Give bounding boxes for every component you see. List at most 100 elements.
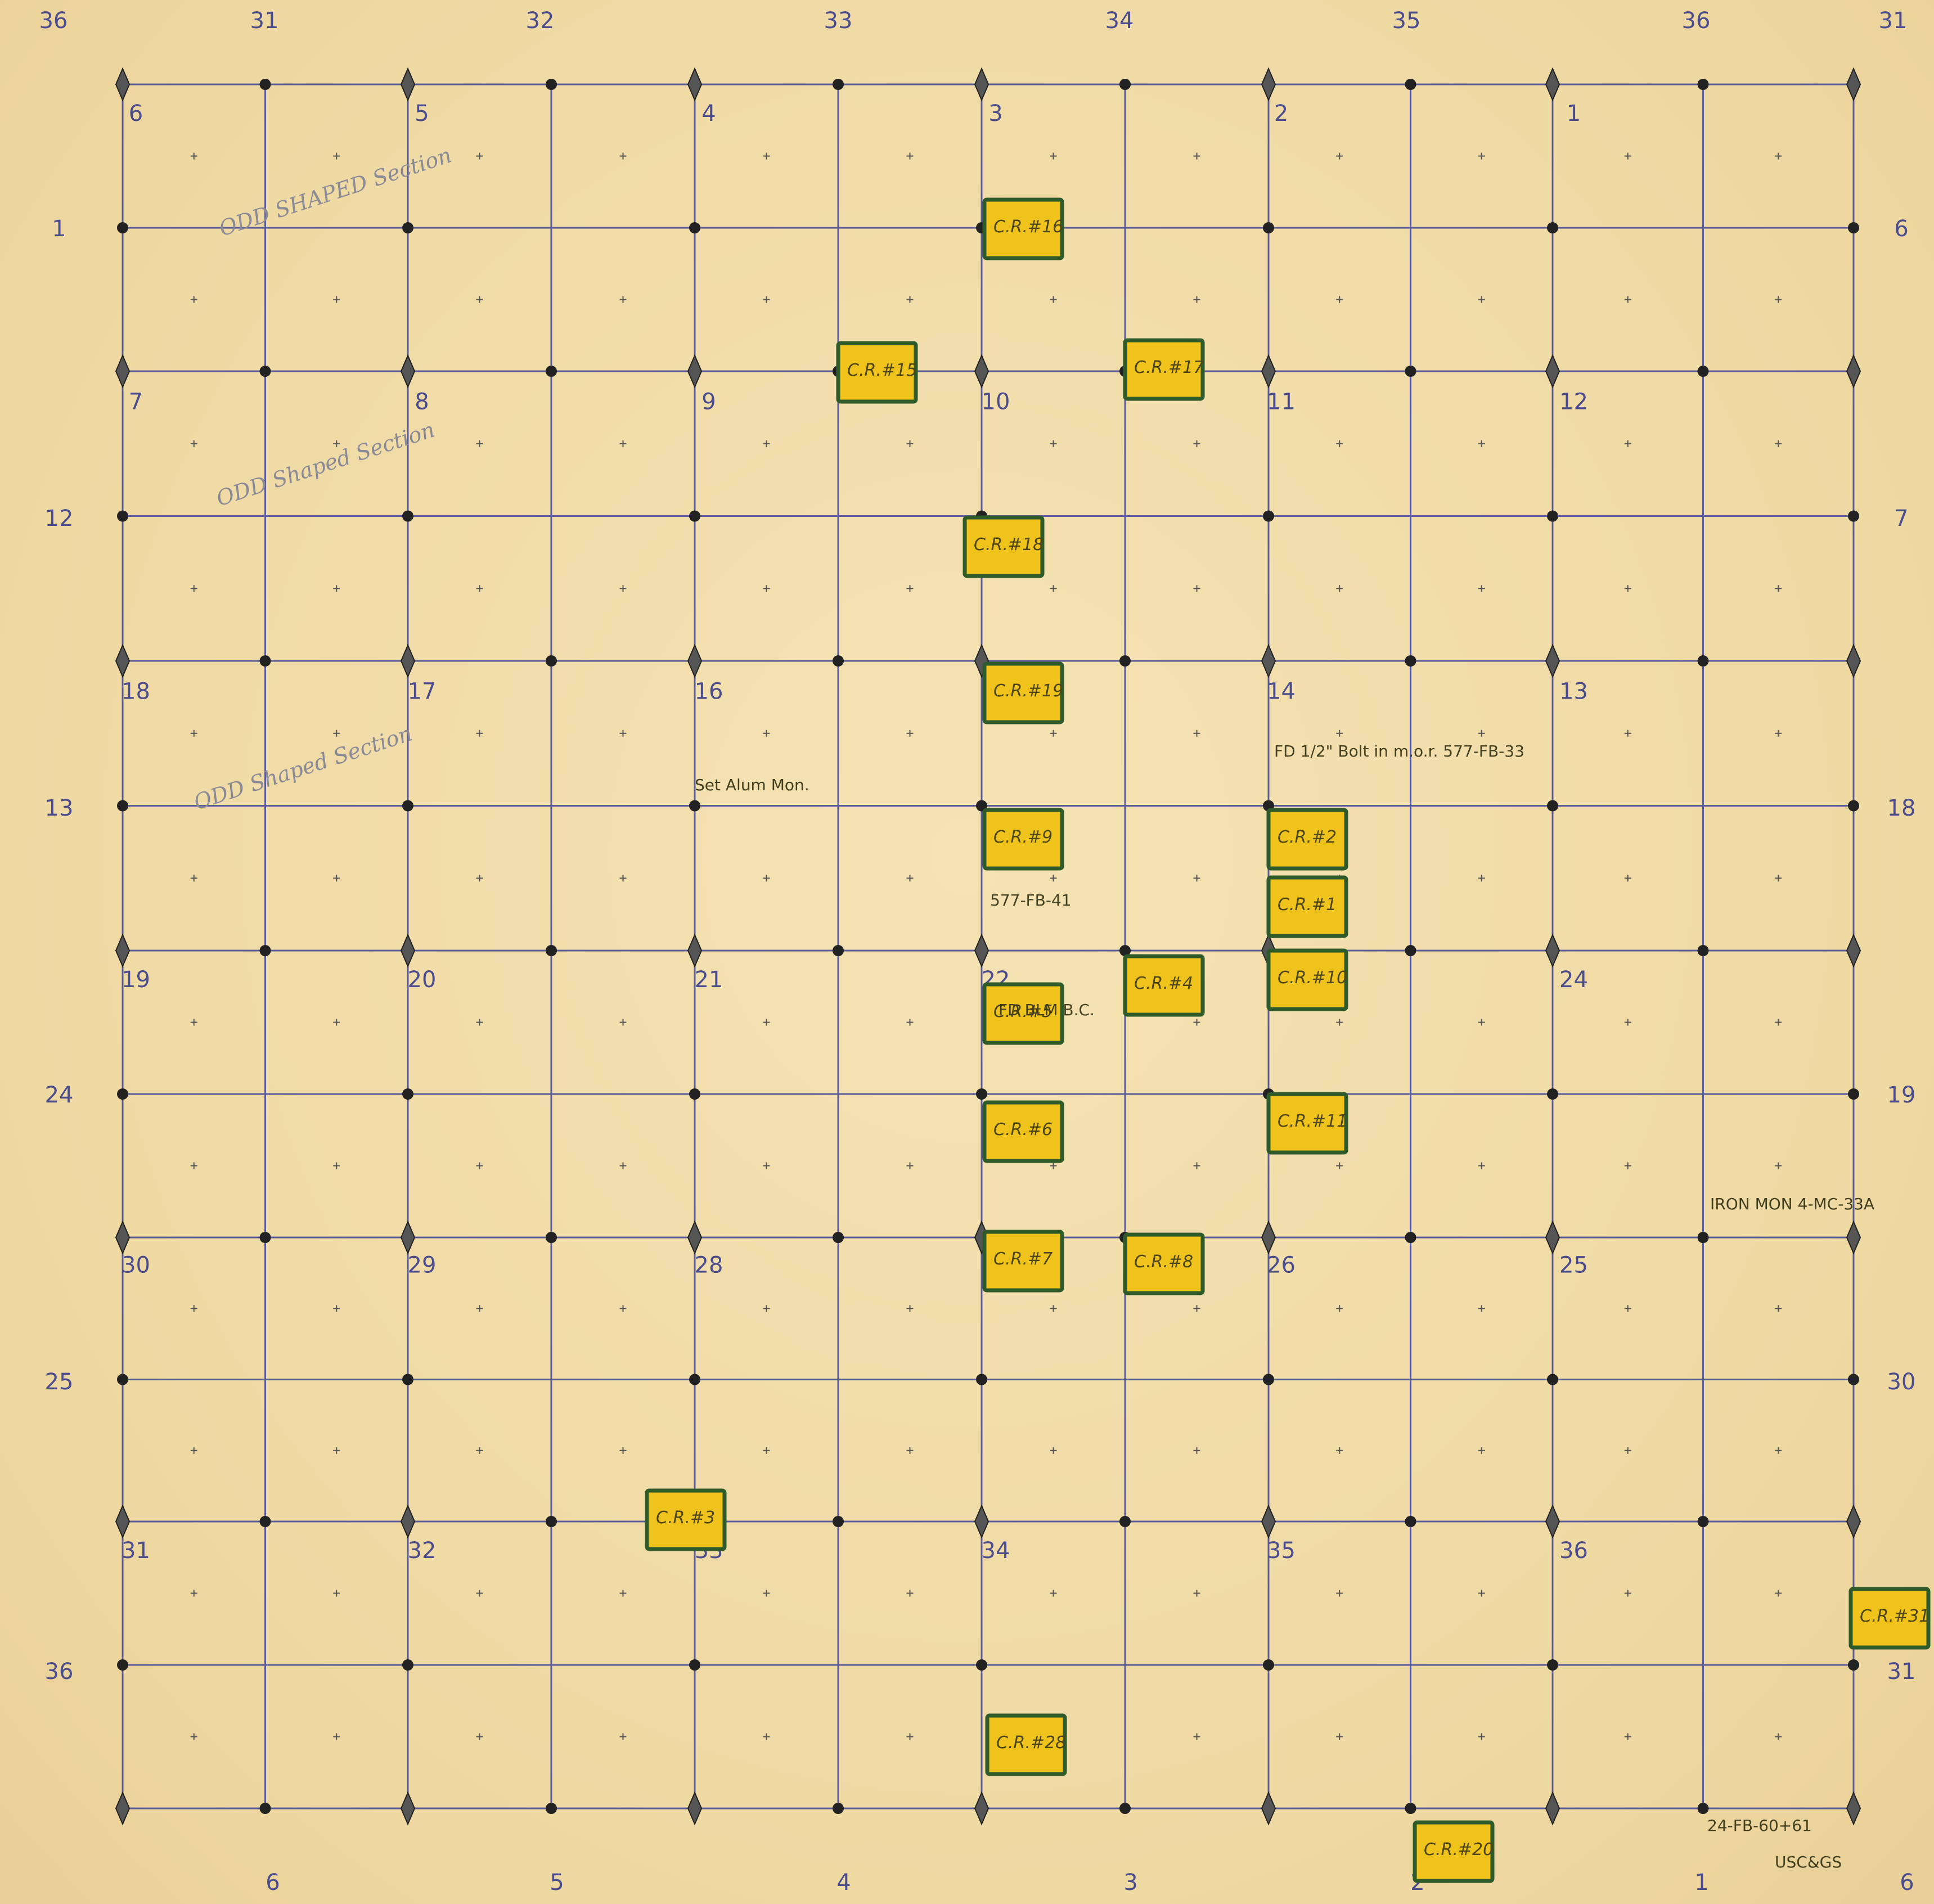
corner-record-label: C.R.#28	[996, 1733, 1066, 1753]
corner-monument-icon	[115, 1220, 131, 1255]
bottom-edge-number: 3	[1123, 1870, 1137, 1896]
corner-monument-icon	[974, 1504, 990, 1539]
quarter-corner-icon	[1119, 79, 1131, 90]
quarter-corner-icon	[1848, 1374, 1859, 1385]
quarter-corner-icon	[1547, 510, 1558, 522]
quarter-corner-icon	[976, 800, 987, 812]
corner-monument-icon	[687, 643, 703, 678]
corner-record-highlight	[1123, 954, 1205, 1017]
corner-record-label: C.R.#8	[1134, 1252, 1193, 1272]
section-number: 28	[695, 1253, 723, 1279]
corner-record-label: C.R.#6	[993, 1120, 1053, 1140]
quarter-corner-icon	[259, 1516, 271, 1527]
left-edge-number: 1	[52, 216, 66, 242]
quarter-corner-icon	[689, 222, 700, 233]
quarter-corner-icon	[259, 655, 271, 667]
corner-monument-icon	[687, 933, 703, 968]
quarter-corner-icon	[1547, 222, 1558, 233]
quarter-corner-icon	[1263, 510, 1274, 522]
top-edge-number: 31	[250, 8, 279, 34]
corner-record-label: C.R.#16	[993, 217, 1063, 237]
quarter-corner-icon	[1263, 222, 1274, 233]
quarter-corner-icon	[689, 1659, 700, 1671]
corner-monument-icon	[1261, 1791, 1276, 1826]
quarter-corner-icon	[1697, 1803, 1709, 1814]
corner-monument-icon	[1846, 1504, 1861, 1539]
corner-monument-icon	[1846, 1220, 1861, 1255]
top-edge-number: 32	[526, 8, 555, 34]
corner-monument-icon	[1545, 1791, 1560, 1826]
quarter-corner-icon	[976, 1088, 987, 1100]
quarter-corner-icon	[1697, 366, 1709, 377]
quarter-corner-icon	[1119, 1803, 1131, 1814]
quarter-corner-icon	[1547, 1374, 1558, 1385]
quarter-corner-icon	[402, 1374, 413, 1385]
section-number: 17	[408, 679, 437, 705]
survey-note-5: FD 1/2" Bolt in m.o.r. 577-FB-33	[1274, 742, 1524, 760]
corner-monument-icon	[974, 354, 990, 389]
quarter-corner-icon	[1848, 1088, 1859, 1100]
bottom-edge-number: 6	[1900, 1870, 1914, 1896]
quarter-corner-icon	[259, 366, 271, 377]
right-edge-number: 19	[1887, 1082, 1916, 1108]
quarter-corner-icon	[117, 1659, 128, 1671]
corner-monument-icon	[115, 67, 131, 102]
quarter-corner-icon	[117, 1374, 128, 1385]
corner-record-highlight	[1266, 808, 1348, 871]
top-edge-number: 35	[1392, 8, 1421, 34]
section-number: 4	[701, 101, 716, 127]
corner-record-label: C.R.#20	[1424, 1840, 1494, 1860]
section-number: 24	[1559, 967, 1588, 993]
corner-monument-icon	[1261, 643, 1276, 678]
corner-monument-icon	[1846, 67, 1861, 102]
corner-monument-icon	[400, 1791, 416, 1826]
quarter-corner-icon	[1697, 945, 1709, 956]
top-edge-number: 31	[1879, 8, 1908, 34]
corner-record-highlight	[985, 1713, 1067, 1776]
corner-record-label: C.R.#10	[1278, 968, 1347, 988]
quarter-corner-icon	[1848, 1659, 1859, 1671]
corner-monument-icon	[1846, 933, 1861, 968]
corner-record-highlight	[982, 197, 1064, 260]
section-number: 14	[1267, 679, 1296, 705]
corner-record-highlight	[1848, 1587, 1931, 1650]
quarter-corner-icon	[976, 1374, 987, 1385]
quarter-corner-icon	[402, 510, 413, 522]
survey-note-4: IRON MON 4-MC-33A	[1710, 1195, 1874, 1213]
corner-monument-icon	[115, 1791, 131, 1826]
corner-monument-icon	[974, 1791, 990, 1826]
corner-record-label: C.R.#9	[993, 827, 1053, 847]
quarter-corner-icon	[689, 800, 700, 812]
corner-monument-icon	[1261, 1220, 1276, 1255]
corner-monument-icon	[400, 67, 416, 102]
corner-monument-icon	[687, 354, 703, 389]
quarter-corner-icon	[1263, 1659, 1274, 1671]
corner-monument-icon	[687, 1791, 703, 1826]
corner-monument-icon	[115, 1504, 131, 1539]
corner-monument-icon	[687, 67, 703, 102]
corner-monument-icon	[400, 933, 416, 968]
corner-record-label: C.R.#18	[974, 535, 1044, 555]
top-edge-number: 36	[39, 8, 68, 34]
odd-shaped-note-1: ODD SHAPED Section	[216, 142, 455, 241]
corner-record-highlight	[982, 808, 1064, 871]
quarter-corner-icon	[1547, 1659, 1558, 1671]
section-number: 10	[982, 389, 1010, 415]
corner-monument-icon	[1846, 643, 1861, 678]
quarter-corner-icon	[402, 800, 413, 812]
corner-record-label: C.R.#19	[993, 681, 1063, 701]
survey-note-1: FD BLM B.C.	[999, 1001, 1095, 1019]
corner-monument-icon	[115, 933, 131, 968]
quarter-corner-icon	[833, 79, 844, 90]
corner-monument-icon	[1545, 643, 1560, 678]
top-edge-number: 36	[1682, 8, 1711, 34]
section-number: 18	[122, 679, 150, 705]
quarter-corner-icon	[402, 1659, 413, 1671]
quarter-corner-icon	[689, 510, 700, 522]
quarter-corner-icon	[1697, 1232, 1709, 1243]
corner-record-highlight	[1266, 948, 1348, 1011]
section-number: 29	[408, 1253, 437, 1279]
corner-record-highlight	[982, 661, 1064, 724]
quarter-corner-icon	[546, 79, 557, 90]
